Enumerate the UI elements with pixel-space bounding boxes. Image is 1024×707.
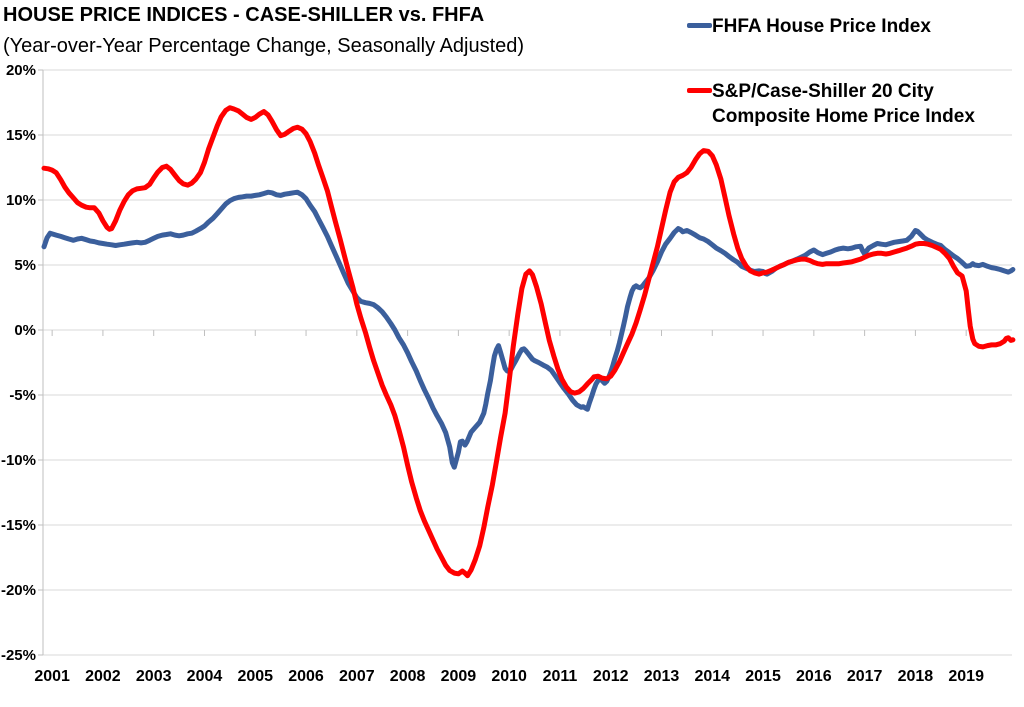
y-tick-label: -20% xyxy=(1,582,36,599)
x-tick-label: 2010 xyxy=(491,668,527,685)
x-tick-label: 2014 xyxy=(694,668,730,685)
case-shiller-legend-label: S&P/Case-Shiller 20 City Composite Home P… xyxy=(712,81,975,127)
x-tick-label: 2006 xyxy=(288,668,324,685)
legend-item-fhfa: FHFA House Price Index xyxy=(687,14,931,39)
y-tick-label: -25% xyxy=(1,647,36,664)
x-tick-label: 2012 xyxy=(593,668,629,685)
x-tick-label: 2003 xyxy=(136,668,172,685)
x-tick-label: 2018 xyxy=(898,668,934,685)
y-tick-label: 0% xyxy=(14,322,36,339)
legend-item-case-shiller: S&P/Case-Shiller 20 City Composite Home P… xyxy=(687,79,975,129)
x-tick-label: 2017 xyxy=(847,668,883,685)
y-tick-label: 10% xyxy=(6,192,36,209)
x-tick-label: 2016 xyxy=(796,668,832,685)
case-shiller-legend-line-marker xyxy=(687,88,712,93)
x-tick-label: 2009 xyxy=(441,668,477,685)
fhfa-legend-line-marker xyxy=(687,23,712,28)
y-tick-label: 5% xyxy=(14,257,36,274)
chart-title: HOUSE PRICE INDICES - CASE-SHILLER vs. F… xyxy=(3,4,485,26)
x-tick-label: 2004 xyxy=(187,668,223,685)
y-tick-label: -10% xyxy=(1,452,36,469)
x-tick-label: 2015 xyxy=(745,668,781,685)
fhfa-legend-label: FHFA House Price Index xyxy=(712,16,931,37)
x-tick-label: 2011 xyxy=(543,668,578,685)
y-tick-label: 15% xyxy=(6,127,36,144)
chart-subtitle: (Year-over-Year Percentage Change, Seaso… xyxy=(3,35,525,57)
fhfa-line xyxy=(41,189,1016,470)
y-tick-label: 20% xyxy=(6,62,36,79)
x-tick-label: 2005 xyxy=(237,668,273,685)
y-tick-label: -15% xyxy=(1,517,36,534)
x-tick-label: 2002 xyxy=(85,668,121,685)
x-tick-label: 2008 xyxy=(390,668,426,685)
x-tick-label: 2019 xyxy=(948,668,984,685)
x-tick-label: 2013 xyxy=(644,668,680,685)
case-shiller-line xyxy=(41,105,1016,579)
x-tick-label: 2007 xyxy=(339,668,375,685)
x-tick-label: 2001 xyxy=(34,668,70,685)
y-tick-label: -5% xyxy=(9,387,36,404)
